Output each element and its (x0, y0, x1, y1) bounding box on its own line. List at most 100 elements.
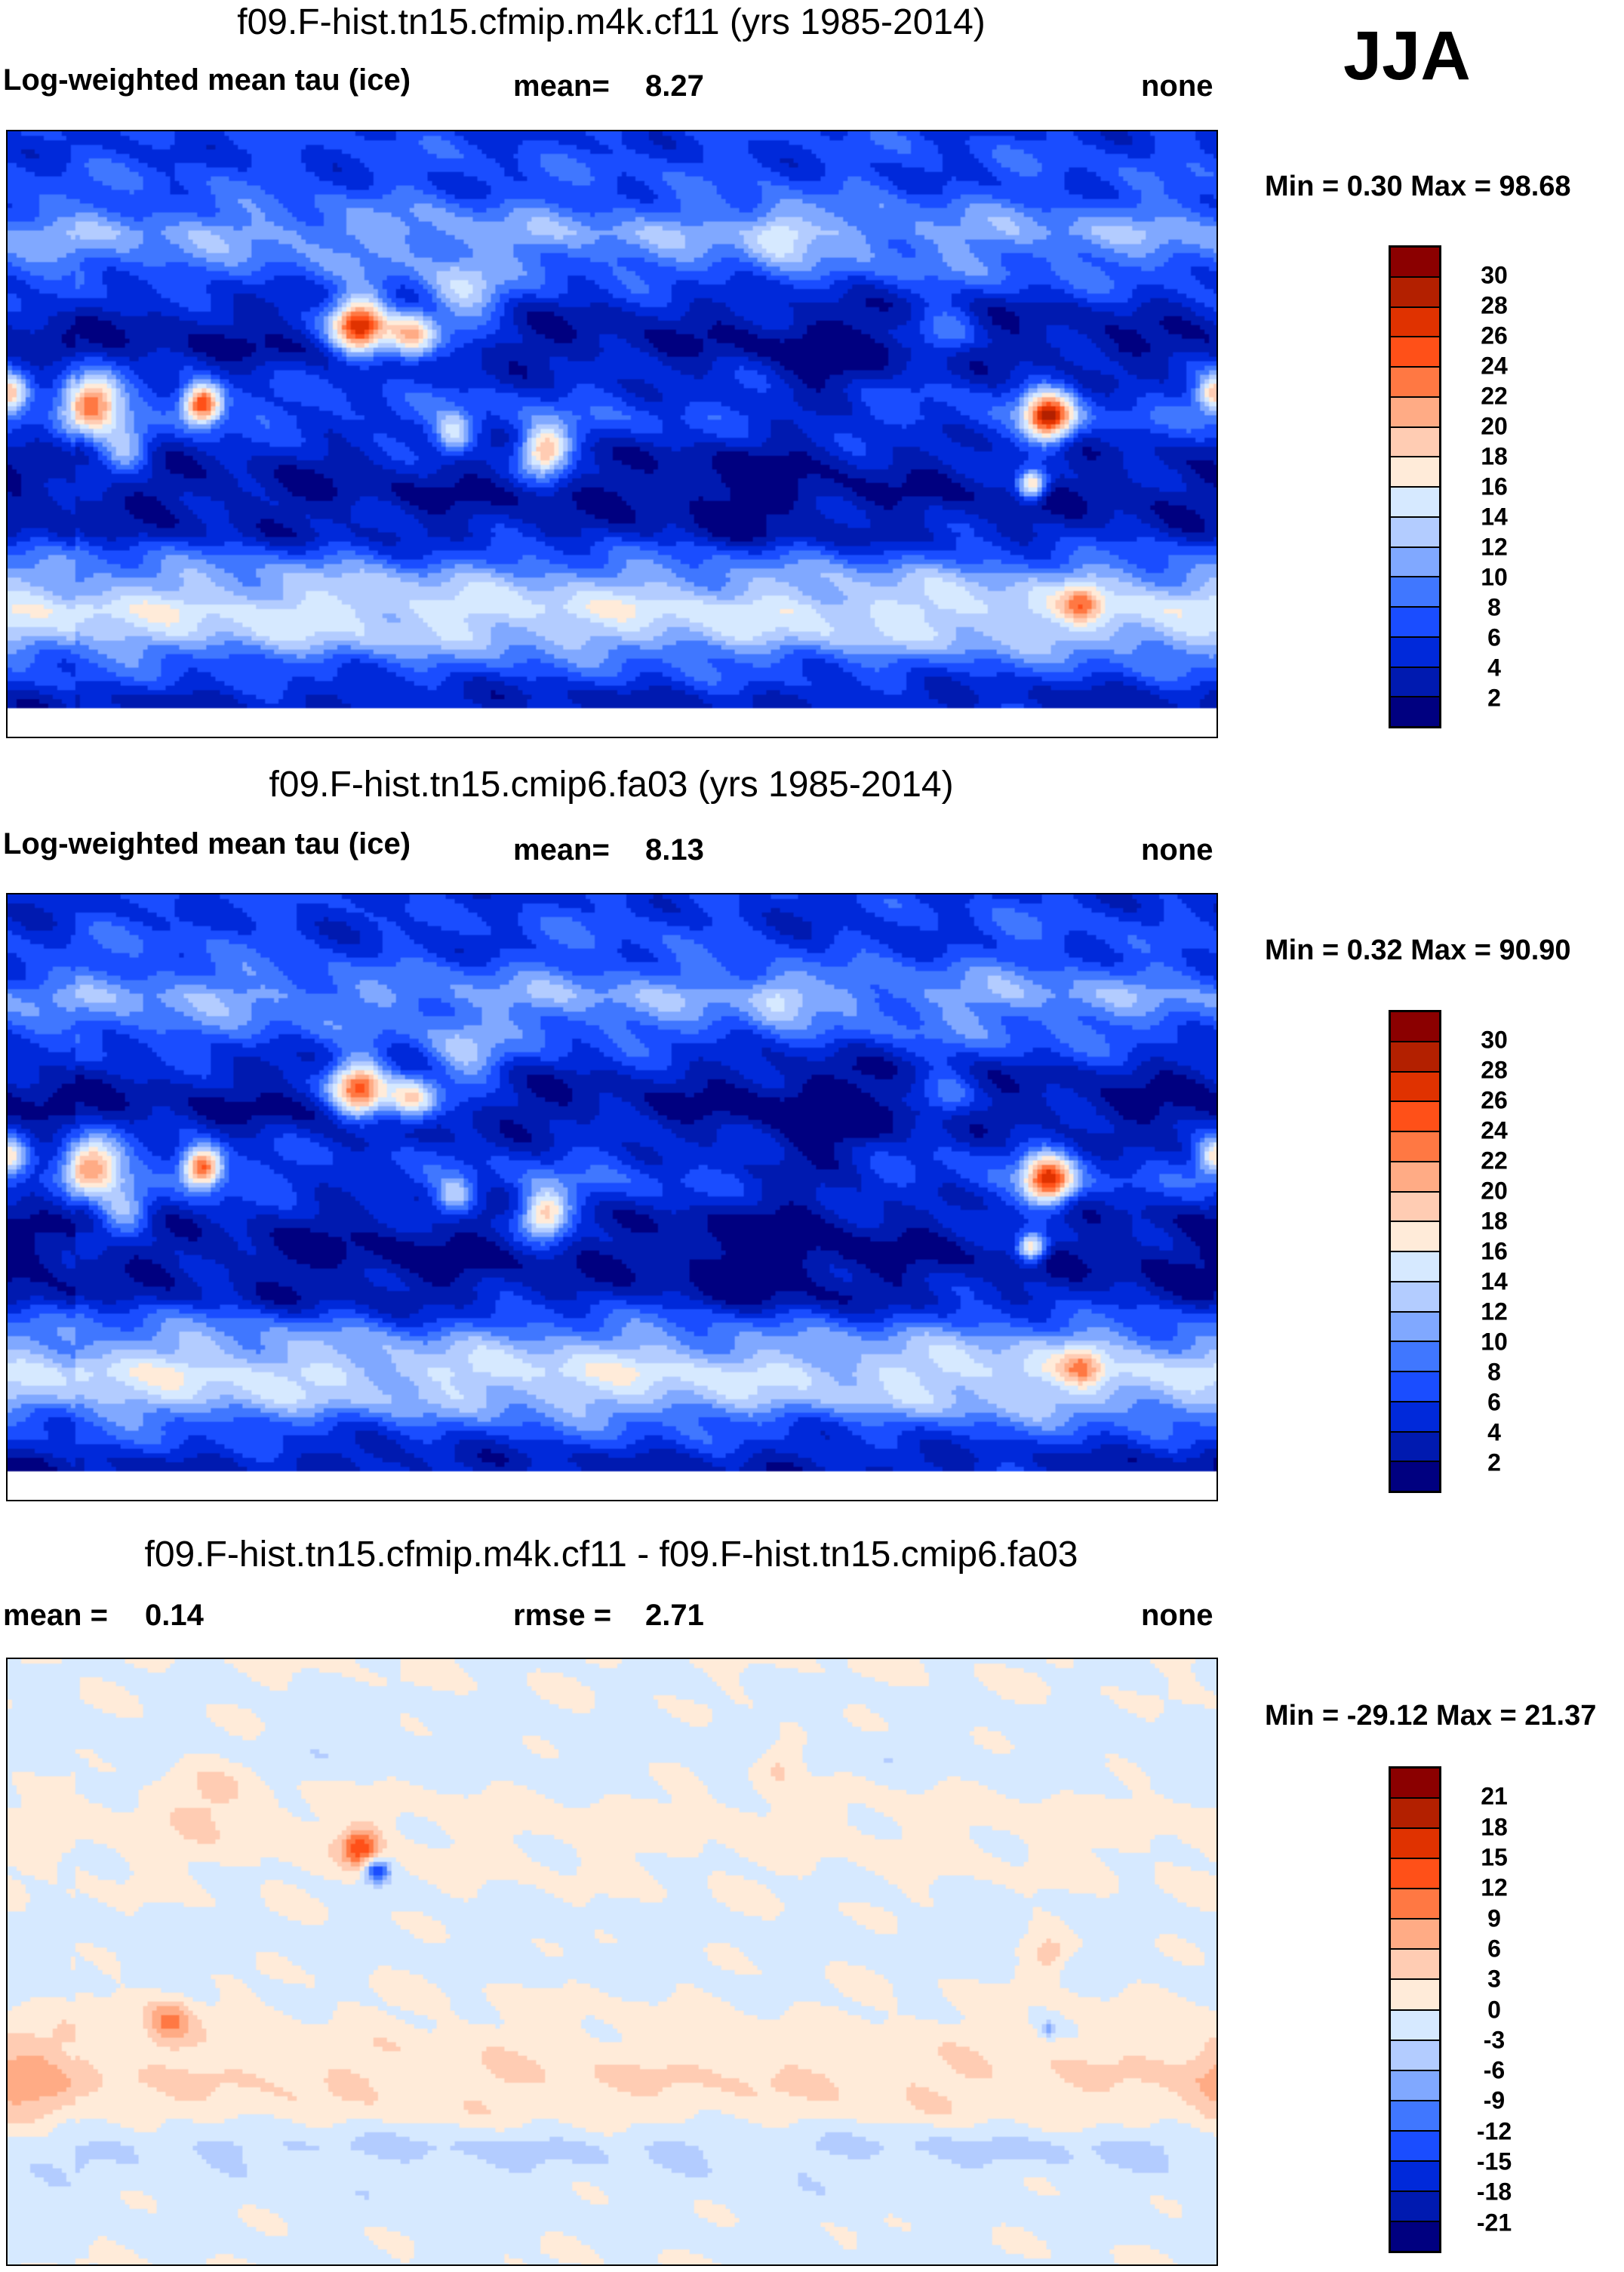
min-max-label: Min = -29.12 Max = 21.37 (1265, 1700, 1597, 1732)
contour-map (8, 894, 1216, 1500)
colorbar-tick-label: 22 (1481, 382, 1508, 410)
panel-title: f09.F-hist.tn15.cfmip.m4k.cf11 - f09.F-h… (144, 1535, 1078, 1575)
colorbar-swatch (1391, 1462, 1439, 1491)
colorbar-swatch (1391, 1192, 1439, 1223)
colorbar-swatch (1391, 1162, 1439, 1193)
colorbar-swatch (1391, 1889, 1439, 1920)
colorbar-tick-label: 16 (1481, 1237, 1508, 1265)
variable-label: Log-weighted mean tau (ice) (3, 63, 411, 97)
colorbar-swatch (1391, 307, 1439, 338)
colorbar-tick-label: 18 (1481, 442, 1508, 470)
colorbar (1389, 245, 1441, 728)
colorbar-swatch (1391, 1432, 1439, 1463)
colorbar-tick-label: 6 (1487, 1388, 1501, 1416)
colorbar-tick-label: 30 (1481, 1026, 1508, 1054)
colorbar-swatch (1391, 2131, 1439, 2162)
colorbar-tick-label: -15 (1476, 2147, 1512, 2175)
colorbar-tick-label: 4 (1487, 654, 1501, 682)
colorbar-tick-label: 12 (1481, 533, 1508, 561)
colorbar-tick-label: 2 (1487, 684, 1501, 712)
colorbar-swatch (1391, 457, 1439, 488)
diff-mean-label: mean = (3, 1599, 108, 1632)
colorbar (1389, 1010, 1441, 1493)
mean-label: mean= (513, 69, 610, 103)
panel-title: f09.F-hist.tn15.cfmip.m4k.cf11 (yrs 1985… (237, 2, 986, 42)
colorbar-tick-label: 6 (1487, 1935, 1501, 1963)
colorbar-swatch (1391, 577, 1439, 608)
colorbar-tick-label: 16 (1481, 473, 1508, 500)
colorbar-tick-label: 2 (1487, 1448, 1501, 1476)
map-plot (6, 130, 1218, 738)
colorbar-ticks: 30 28 26 24 22 20 18 16 14 12 10 8 6 4 2 (1456, 245, 1532, 728)
colorbar-tick-label: 10 (1481, 563, 1508, 591)
colorbar-tick-label: 18 (1481, 1207, 1508, 1235)
colorbar-swatch (1391, 2221, 1439, 2251)
colorbar-swatch (1391, 1012, 1439, 1042)
colorbar-tick-label: -9 (1483, 2086, 1506, 2114)
colorbar-tick-label: -21 (1476, 2209, 1512, 2237)
colorbar-tick-label: 24 (1481, 1116, 1508, 1144)
colorbar-swatch (1391, 2191, 1439, 2222)
colorbar-swatch (1391, 1799, 1439, 1830)
min-max-label: Min = 0.30 Max = 98.68 (1265, 171, 1571, 202)
rmse-label: rmse = (513, 1599, 612, 1632)
colorbar-swatch (1391, 368, 1439, 398)
colorbar-swatch (1391, 427, 1439, 458)
colorbar-tick-label: 26 (1481, 1086, 1508, 1114)
colorbar-swatch (1391, 1252, 1439, 1282)
colorbar-tick-label: -6 (1483, 2056, 1506, 2084)
mean-label: mean= (513, 833, 610, 867)
colorbar-tick-label: 0 (1487, 1996, 1501, 2023)
colorbar-swatch (1391, 1950, 1439, 1981)
units-label: none (1141, 69, 1213, 103)
colorbar-tick-label: 20 (1481, 412, 1508, 440)
colorbar-swatch (1391, 608, 1439, 638)
colorbar-swatch (1391, 2161, 1439, 2192)
colorbar-tick-label: 8 (1487, 1358, 1501, 1386)
colorbar-swatch (1391, 1769, 1439, 1799)
colorbar-tick-label: -3 (1483, 2026, 1506, 2054)
colorbar-swatch (1391, 1102, 1439, 1132)
mean-value: 8.13 (645, 833, 704, 867)
colorbar-ticks: 21 18 15 12 9 6 3 0 -3 -6 -9 -12 -15 -18 -21 (1456, 1766, 1532, 2253)
contour-map (8, 1659, 1216, 2264)
colorbar-swatch (1391, 2070, 1439, 2101)
colorbar-swatch (1391, 2101, 1439, 2132)
colorbar-swatch (1391, 1072, 1439, 1103)
colorbar-tick-label: 8 (1487, 593, 1501, 621)
rmse-value: 2.71 (645, 1599, 704, 1632)
colorbar-tick-label: 24 (1481, 352, 1508, 380)
units-label: none (1141, 1599, 1213, 1632)
colorbar-tick-label: 26 (1481, 322, 1508, 349)
variable-label: Log-weighted mean tau (ice) (3, 827, 411, 860)
colorbar-ticks: 30 28 26 24 22 20 18 16 14 12 10 8 6 4 2 (1456, 1010, 1532, 1493)
colorbar-tick-label: 21 (1481, 1782, 1508, 1810)
colorbar-swatch (1391, 1372, 1439, 1402)
colorbar-swatch (1391, 337, 1439, 368)
colorbar-tick-label: 28 (1481, 1056, 1508, 1084)
colorbar (1389, 1766, 1441, 2253)
season-label: JJA (1343, 17, 1471, 94)
colorbar-tick-label: 30 (1481, 261, 1508, 289)
colorbar-tick-label: 20 (1481, 1177, 1508, 1205)
colorbar-tick-label: 12 (1481, 1298, 1508, 1325)
colorbar-swatch (1391, 547, 1439, 578)
colorbar-tick-label: 6 (1487, 623, 1501, 651)
colorbar-swatch (1391, 2010, 1439, 2041)
colorbar-swatch (1391, 1980, 1439, 2011)
colorbar-swatch (1391, 488, 1439, 518)
map-plot (6, 1658, 1218, 2266)
colorbar-swatch (1391, 1859, 1439, 1890)
colorbar-swatch (1391, 248, 1439, 278)
colorbar-tick-label: 9 (1487, 1904, 1501, 1932)
colorbar-swatch (1391, 277, 1439, 308)
colorbar-tick-label: 15 (1481, 1843, 1508, 1871)
colorbar-tick-label: 3 (1487, 1965, 1501, 1993)
min-max-label: Min = 0.32 Max = 90.90 (1265, 934, 1571, 966)
colorbar-swatch (1391, 1042, 1439, 1073)
colorbar-swatch (1391, 637, 1439, 668)
colorbar-swatch (1391, 667, 1439, 698)
colorbar-swatch (1391, 397, 1439, 428)
diff-mean-value: 0.14 (145, 1599, 204, 1632)
colorbar-swatch (1391, 2040, 1439, 2071)
